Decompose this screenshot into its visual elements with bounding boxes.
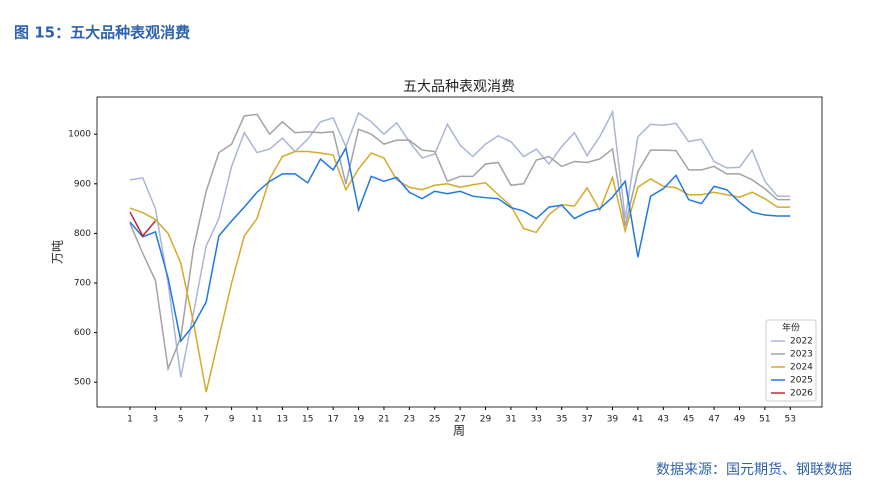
x-tick-label: 23 xyxy=(404,415,415,425)
x-tick-label: 15 xyxy=(302,415,313,425)
x-tick-label: 33 xyxy=(531,415,542,425)
x-tick-label: 37 xyxy=(581,415,592,425)
x-axis-label: 周 xyxy=(453,424,465,438)
x-tick-label: 19 xyxy=(353,415,365,425)
x-tick-label: 25 xyxy=(429,415,440,425)
x-tick-label: 45 xyxy=(683,415,694,425)
plot-frame xyxy=(96,96,823,408)
x-tick-label: 31 xyxy=(505,415,516,425)
legend-label: 2022 xyxy=(790,337,813,347)
x-tick-label: 5 xyxy=(178,415,184,425)
header-title: 图 15：五大品种表观消费 xyxy=(14,24,190,42)
source-note: 数据来源：国元期货、钢联数据 xyxy=(656,461,852,478)
x-tick-label: 11 xyxy=(251,415,262,425)
legend-label: 2025 xyxy=(790,376,813,386)
y-tick-label: 800 xyxy=(74,229,91,239)
x-tick-label: 53 xyxy=(785,415,796,425)
x-tick-label: 35 xyxy=(556,415,567,425)
y-axis-label: 万吨 xyxy=(51,240,65,264)
x-tick-label: 29 xyxy=(480,415,492,425)
series-line xyxy=(129,113,791,372)
y-tick-label: 900 xyxy=(74,179,91,189)
x-tick-label: 47 xyxy=(708,415,719,425)
y-tick-label: 1000 xyxy=(68,130,91,140)
legend-label: 2023 xyxy=(790,350,813,360)
series-line xyxy=(129,109,791,378)
series-line xyxy=(129,146,791,343)
x-tick-label: 49 xyxy=(734,415,746,425)
series-line xyxy=(129,150,791,393)
series-line xyxy=(129,211,156,238)
x-tick-label: 9 xyxy=(229,415,235,425)
x-tick-label: 39 xyxy=(607,415,619,425)
x-tick-label: 13 xyxy=(277,415,288,425)
x-tick-label: 51 xyxy=(759,415,770,425)
legend-label: 2024 xyxy=(790,363,813,373)
legend-title: 年份 xyxy=(782,322,800,334)
legend-label: 2026 xyxy=(790,389,813,399)
y-tick-label: 600 xyxy=(74,328,91,338)
x-tick-label: 21 xyxy=(378,415,389,425)
chart-title: 五大品种表观消费 xyxy=(403,79,515,95)
x-tick-label: 43 xyxy=(658,415,669,425)
x-tick-label: 1 xyxy=(127,415,133,425)
x-tick-label: 17 xyxy=(327,415,338,425)
x-tick-label: 41 xyxy=(632,415,643,425)
y-tick-label: 500 xyxy=(74,378,91,388)
x-tick-label: 7 xyxy=(203,415,209,425)
y-tick-label: 700 xyxy=(74,279,91,289)
x-tick-label: 27 xyxy=(454,415,465,425)
x-tick-label: 3 xyxy=(153,415,159,425)
